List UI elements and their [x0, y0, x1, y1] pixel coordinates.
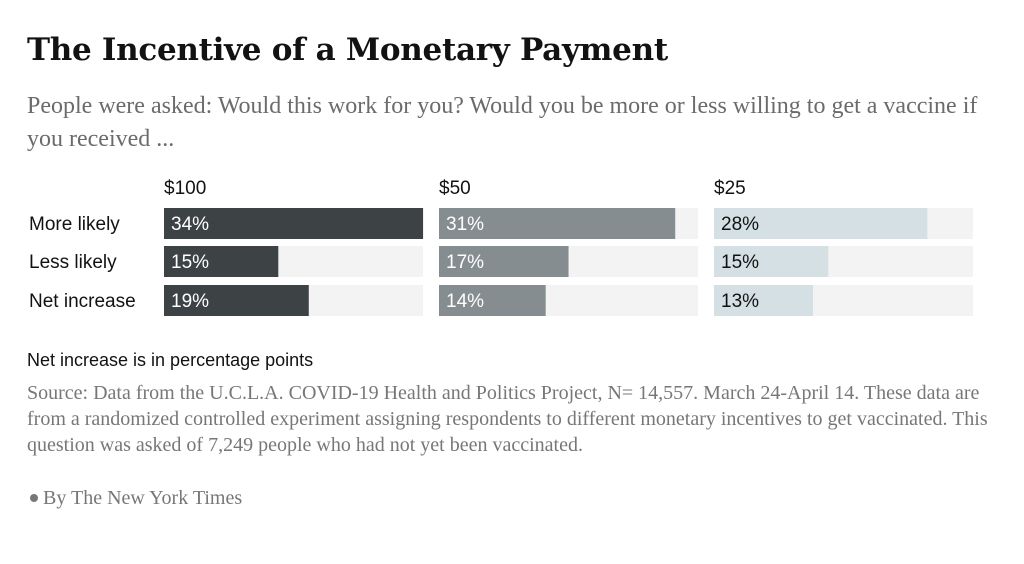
bar [714, 285, 814, 316]
chart-subtitle: People were asked: Would this work for y… [27, 93, 978, 152]
units-note: Net increase is in percentage points [27, 350, 314, 370]
row-label-more-likely: More likely [29, 214, 120, 235]
bar [714, 208, 928, 239]
source-note: Source: Data from the U.C.L.A. COVID-19 … [27, 382, 988, 456]
bar-value-label: 15% [721, 252, 759, 273]
bar-value-label: 34% [171, 214, 209, 235]
row-label-less-likely: Less likely [29, 252, 117, 273]
column-header-1: $50 [439, 178, 471, 199]
row-label-net-increase: Net increase [29, 291, 136, 312]
bar-value-label: 15% [171, 252, 209, 273]
bar-value-label: 31% [446, 214, 484, 235]
bar [164, 285, 309, 316]
bar-value-label: 19% [171, 291, 209, 312]
column-header-0: $100 [164, 178, 206, 199]
bar-value-label: 17% [446, 252, 484, 273]
bar-value-label: 14% [446, 291, 484, 312]
bar [164, 208, 424, 239]
bar-value-label: 13% [721, 291, 759, 312]
bar [164, 246, 279, 277]
byline: By The New York Times [30, 487, 242, 510]
bar-value-label: 28% [721, 214, 759, 235]
bullet-icon [30, 493, 38, 502]
bar [714, 246, 829, 277]
bar [439, 246, 569, 277]
column-header-2: $25 [714, 178, 746, 199]
byline-text: By The New York Times [43, 487, 243, 509]
bar [439, 285, 546, 316]
chart-title: The Incentive of a Monetary Payment [27, 32, 668, 68]
bar [439, 208, 676, 239]
